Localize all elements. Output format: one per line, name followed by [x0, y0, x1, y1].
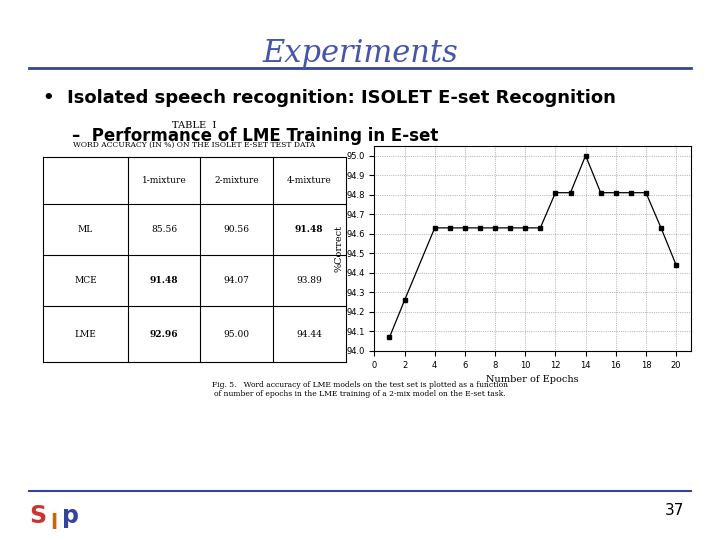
Text: 92.96: 92.96 — [150, 329, 179, 339]
X-axis label: Number of Epochs: Number of Epochs — [487, 375, 579, 384]
Text: 94.07: 94.07 — [224, 276, 250, 285]
Text: 1-mixture: 1-mixture — [142, 176, 186, 185]
Text: LME: LME — [75, 329, 96, 339]
Text: 4-mixture: 4-mixture — [287, 176, 332, 185]
Text: MCE: MCE — [74, 276, 97, 285]
Text: Fig. 5.   Word accuracy of LME models on the test set is plotted as a function
o: Fig. 5. Word accuracy of LME models on t… — [212, 381, 508, 398]
Y-axis label: %Correct: %Correct — [334, 225, 343, 272]
Text: 85.56: 85.56 — [151, 225, 177, 234]
Text: 95.00: 95.00 — [224, 329, 250, 339]
Text: 94.44: 94.44 — [297, 329, 323, 339]
Text: –  Performance of LME Training in E-set: – Performance of LME Training in E-set — [72, 127, 438, 145]
Text: TABLE  I: TABLE I — [172, 121, 217, 130]
Text: 2-mixture: 2-mixture — [215, 176, 259, 185]
Text: S: S — [29, 504, 46, 528]
Text: 91.48: 91.48 — [150, 276, 179, 285]
Text: 93.89: 93.89 — [297, 276, 322, 285]
Text: 37: 37 — [665, 503, 684, 518]
Text: Experiments: Experiments — [262, 38, 458, 69]
Text: WORD ACCURACY (IN %) ON THE ISOLET E-SET TEST DATA: WORD ACCURACY (IN %) ON THE ISOLET E-SET… — [73, 140, 315, 148]
Text: 90.56: 90.56 — [224, 225, 250, 234]
Text: 91.48: 91.48 — [295, 225, 323, 234]
Text: p: p — [62, 504, 79, 528]
Text: ML: ML — [78, 225, 93, 234]
Text: l: l — [50, 513, 58, 534]
Text: •  Isolated speech recognition: ISOLET E-set Recognition: • Isolated speech recognition: ISOLET E-… — [43, 89, 616, 107]
